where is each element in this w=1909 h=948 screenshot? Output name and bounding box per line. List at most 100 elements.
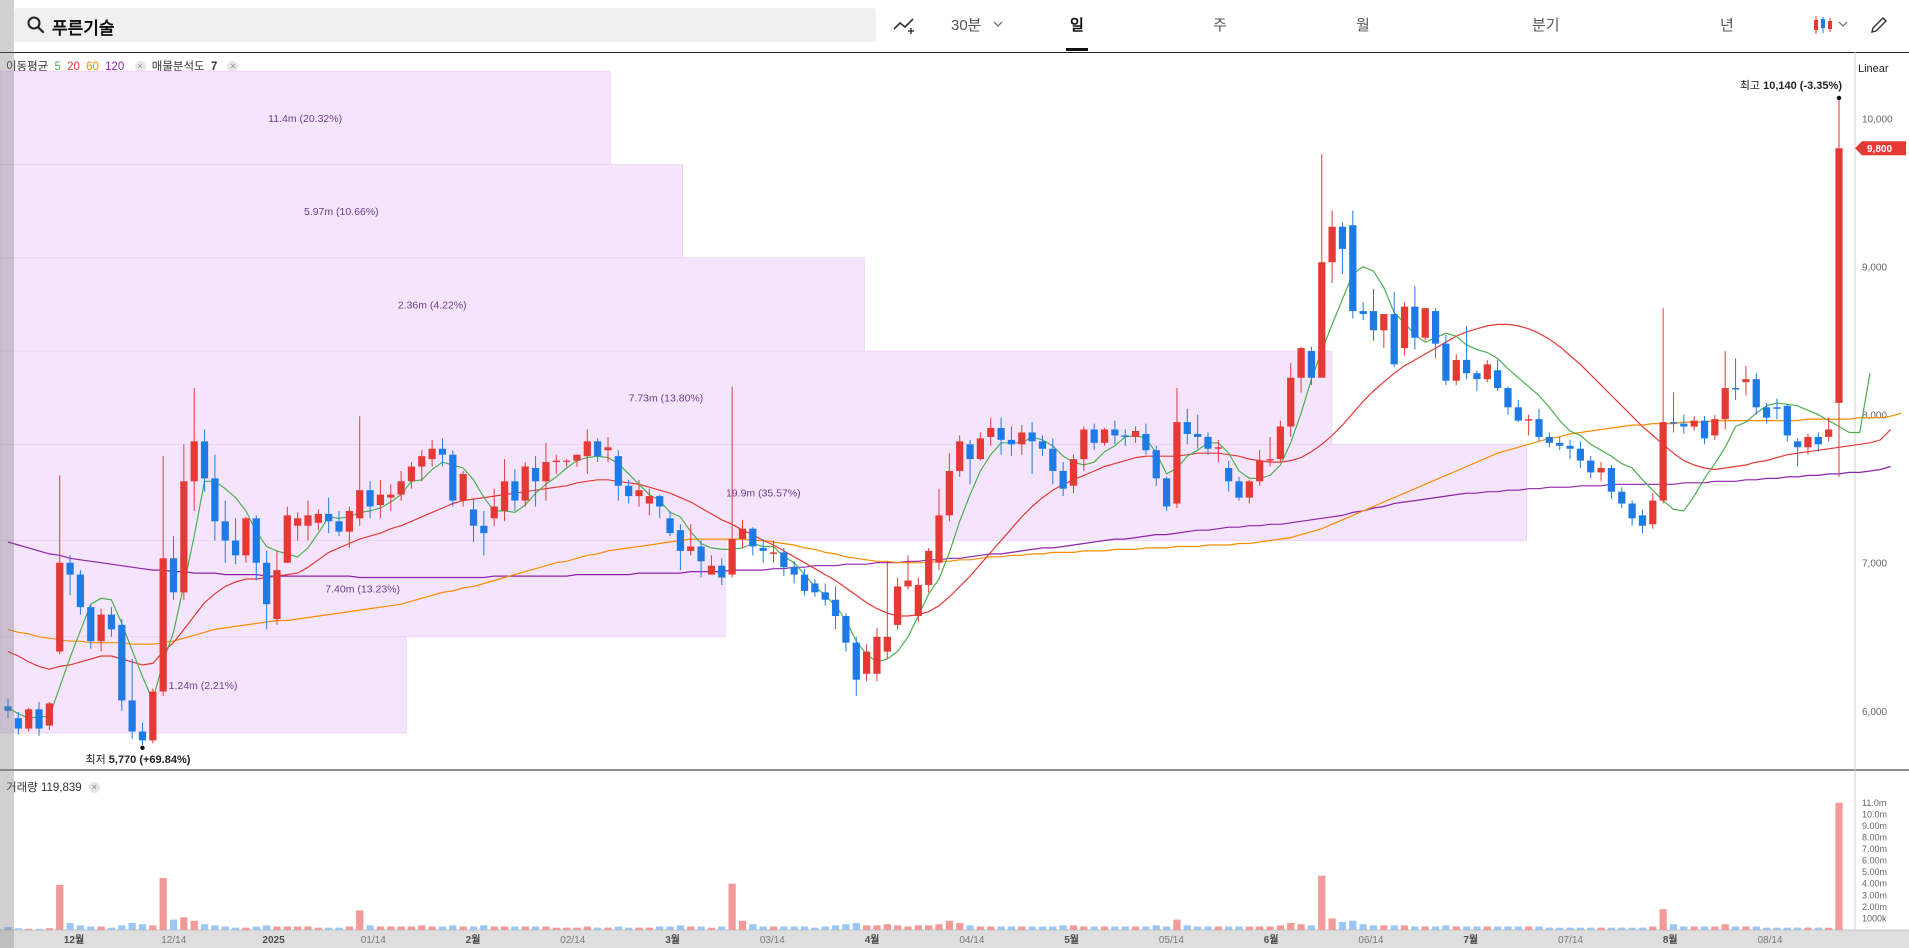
candle[interactable] (1597, 467, 1605, 473)
candle[interactable] (738, 528, 747, 540)
candle[interactable] (45, 703, 53, 726)
candle[interactable] (1680, 423, 1688, 427)
candle[interactable] (821, 592, 829, 600)
drawing-tool-icon[interactable] (892, 15, 918, 35)
candle[interactable] (1276, 426, 1285, 460)
candle[interactable] (1566, 445, 1574, 449)
candle[interactable] (676, 530, 685, 551)
candle[interactable] (1835, 148, 1843, 403)
candle[interactable] (1669, 422, 1678, 424)
candle[interactable] (1576, 448, 1585, 461)
candle[interactable] (594, 441, 602, 457)
volume-label[interactable]: 거래량 (6, 782, 38, 794)
candle[interactable] (1038, 441, 1047, 449)
candle[interactable] (366, 490, 374, 507)
candle[interactable] (552, 460, 560, 463)
candle[interactable] (1007, 439, 1016, 445)
candle[interactable] (128, 700, 136, 732)
candle[interactable] (1628, 503, 1636, 519)
candle[interactable] (4, 706, 12, 711)
candle[interactable] (1462, 359, 1471, 374)
candle[interactable] (1100, 429, 1109, 443)
candle[interactable] (1214, 447, 1222, 449)
tab-quarter[interactable]: 분기 (1532, 17, 1560, 34)
candle[interactable] (1587, 460, 1595, 473)
candle[interactable] (200, 441, 209, 479)
candle[interactable] (1080, 429, 1088, 460)
candle[interactable] (956, 441, 964, 471)
close-icon[interactable]: × (134, 61, 146, 73)
candle[interactable] (635, 490, 643, 497)
candle[interactable] (480, 525, 488, 534)
tab-day[interactable]: 일 (1070, 17, 1084, 34)
candle[interactable] (614, 456, 622, 486)
search-box[interactable]: 푸른기술 (14, 8, 876, 42)
candle[interactable] (842, 616, 850, 643)
candle[interactable] (14, 718, 22, 729)
candle[interactable] (1297, 348, 1305, 378)
candle[interactable] (1069, 459, 1078, 486)
candle[interactable] (1256, 460, 1264, 482)
candle[interactable] (645, 496, 653, 504)
candle[interactable] (997, 428, 1005, 440)
candle[interactable] (1411, 306, 1419, 338)
chevron-down-icon[interactable] (1838, 21, 1848, 29)
candle[interactable] (697, 546, 705, 562)
candle[interactable] (1431, 311, 1440, 344)
candle[interactable] (25, 709, 33, 729)
candle[interactable] (1607, 467, 1616, 492)
candle[interactable] (428, 448, 436, 460)
candle[interactable] (1773, 407, 1781, 409)
candle[interactable] (728, 539, 736, 575)
candle[interactable] (1794, 441, 1802, 448)
candle[interactable] (976, 438, 985, 460)
candle[interactable] (1504, 388, 1512, 408)
candle[interactable] (1152, 450, 1160, 479)
candle[interactable] (769, 552, 778, 554)
ma-label[interactable]: 이동평균 (6, 61, 49, 73)
candle[interactable] (1194, 433, 1202, 437)
candle[interactable] (376, 494, 385, 506)
candle[interactable] (1400, 306, 1409, 349)
candle[interactable] (1825, 429, 1833, 437)
candle[interactable] (1018, 432, 1026, 445)
interval-selector[interactable]: 30분 (951, 17, 982, 34)
candle[interactable] (914, 584, 922, 617)
candle[interactable] (335, 521, 343, 532)
candle[interactable] (1338, 226, 1347, 249)
candle[interactable] (1421, 308, 1429, 338)
candle[interactable] (1173, 422, 1181, 504)
candle[interactable] (1121, 435, 1129, 437)
pencil-icon[interactable] (1869, 15, 1889, 35)
candle[interactable] (1318, 262, 1326, 378)
candle[interactable] (1390, 314, 1398, 365)
candle[interactable] (873, 636, 881, 674)
candle[interactable] (945, 470, 953, 516)
candle[interactable] (159, 558, 167, 692)
candle[interactable] (542, 462, 550, 482)
candle[interactable] (283, 515, 291, 563)
candle[interactable] (356, 490, 364, 519)
candle[interactable] (325, 513, 333, 522)
candle[interactable] (666, 518, 674, 534)
candle[interactable] (169, 558, 178, 593)
candle[interactable] (138, 731, 147, 741)
search-input[interactable]: 푸른기술 (52, 19, 115, 38)
candle[interactable] (438, 448, 447, 455)
candle[interactable] (1525, 419, 1533, 421)
candle[interactable] (1494, 370, 1502, 389)
candle[interactable] (211, 478, 219, 522)
tab-month[interactable]: 월 (1356, 17, 1370, 34)
candle[interactable] (1690, 420, 1698, 427)
candle[interactable] (1452, 359, 1460, 381)
scale-mode[interactable]: Linear (1858, 63, 1889, 75)
candle[interactable] (304, 515, 312, 526)
candle[interactable] (1649, 500, 1657, 525)
candle[interactable] (1380, 314, 1388, 331)
candle[interactable] (687, 546, 695, 551)
candle[interactable] (1473, 373, 1481, 380)
candle[interactable] (1328, 226, 1336, 263)
candle[interactable] (1307, 351, 1316, 378)
candle[interactable] (1142, 433, 1150, 451)
